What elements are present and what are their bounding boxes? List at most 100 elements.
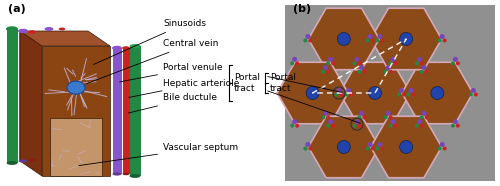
Ellipse shape xyxy=(58,28,66,31)
Circle shape xyxy=(388,70,392,74)
Circle shape xyxy=(331,61,335,65)
Circle shape xyxy=(399,88,404,93)
Ellipse shape xyxy=(28,30,36,34)
Bar xyxy=(285,5,495,181)
Circle shape xyxy=(451,61,455,65)
Circle shape xyxy=(440,142,444,147)
Circle shape xyxy=(362,70,366,74)
Circle shape xyxy=(442,147,446,150)
Circle shape xyxy=(380,147,384,150)
Circle shape xyxy=(334,92,338,97)
Circle shape xyxy=(384,115,388,119)
Circle shape xyxy=(376,147,380,150)
Circle shape xyxy=(456,124,460,128)
Bar xyxy=(112,48,122,174)
Ellipse shape xyxy=(122,46,130,50)
Circle shape xyxy=(388,124,392,128)
Circle shape xyxy=(331,124,335,128)
Circle shape xyxy=(400,33,412,46)
Circle shape xyxy=(420,115,424,119)
Circle shape xyxy=(471,88,476,93)
Circle shape xyxy=(368,86,382,100)
Circle shape xyxy=(394,61,398,65)
Ellipse shape xyxy=(67,81,85,94)
Circle shape xyxy=(415,124,419,128)
Circle shape xyxy=(415,61,419,65)
Circle shape xyxy=(358,61,362,65)
Polygon shape xyxy=(308,8,380,70)
Circle shape xyxy=(352,124,356,128)
Ellipse shape xyxy=(28,159,35,161)
Circle shape xyxy=(326,115,330,119)
Circle shape xyxy=(324,65,328,70)
Circle shape xyxy=(362,115,366,119)
Circle shape xyxy=(424,70,428,74)
Circle shape xyxy=(324,111,328,116)
Ellipse shape xyxy=(130,174,140,178)
Circle shape xyxy=(360,65,364,70)
Circle shape xyxy=(366,39,370,42)
Circle shape xyxy=(340,92,344,97)
Text: Bile ductule: Bile ductule xyxy=(128,94,217,113)
Bar xyxy=(18,31,28,161)
Circle shape xyxy=(469,92,473,97)
Polygon shape xyxy=(370,116,442,178)
Circle shape xyxy=(390,119,396,124)
Text: Hepatic arteriole: Hepatic arteriole xyxy=(128,78,240,97)
Ellipse shape xyxy=(112,172,122,176)
Circle shape xyxy=(417,57,422,62)
Circle shape xyxy=(402,92,406,97)
Ellipse shape xyxy=(44,27,54,31)
Circle shape xyxy=(438,147,442,150)
Bar xyxy=(42,46,110,176)
Circle shape xyxy=(422,111,426,116)
Ellipse shape xyxy=(18,29,28,33)
Circle shape xyxy=(453,57,458,62)
Circle shape xyxy=(292,119,297,124)
Text: Portal
tract: Portal tract xyxy=(234,73,260,93)
Text: Vascular septum: Vascular septum xyxy=(78,144,238,166)
Polygon shape xyxy=(370,8,442,70)
Circle shape xyxy=(338,140,350,153)
Circle shape xyxy=(326,61,330,65)
Circle shape xyxy=(370,39,374,42)
Polygon shape xyxy=(340,62,410,124)
Circle shape xyxy=(420,61,424,65)
Ellipse shape xyxy=(28,31,35,33)
Circle shape xyxy=(326,70,330,74)
Circle shape xyxy=(400,140,412,153)
Circle shape xyxy=(290,61,294,65)
Circle shape xyxy=(368,142,372,147)
Circle shape xyxy=(358,70,362,74)
Circle shape xyxy=(328,57,333,62)
Circle shape xyxy=(304,39,308,42)
Ellipse shape xyxy=(6,161,18,165)
Bar xyxy=(50,118,102,176)
Circle shape xyxy=(306,86,319,100)
Polygon shape xyxy=(20,31,110,46)
Circle shape xyxy=(308,147,312,150)
Ellipse shape xyxy=(18,29,28,33)
Circle shape xyxy=(420,124,424,128)
Ellipse shape xyxy=(18,159,28,163)
Polygon shape xyxy=(277,62,348,124)
Text: Central vein: Central vein xyxy=(86,39,218,84)
Circle shape xyxy=(440,34,444,39)
Circle shape xyxy=(408,88,414,93)
Circle shape xyxy=(295,61,299,65)
Circle shape xyxy=(358,124,362,128)
Circle shape xyxy=(338,33,350,46)
Circle shape xyxy=(394,124,398,128)
Circle shape xyxy=(451,124,455,128)
Circle shape xyxy=(344,92,348,97)
Circle shape xyxy=(322,115,326,119)
Circle shape xyxy=(424,115,428,119)
Circle shape xyxy=(378,142,382,147)
Circle shape xyxy=(453,119,458,124)
Circle shape xyxy=(304,147,308,150)
Circle shape xyxy=(336,88,342,93)
Bar xyxy=(130,46,140,176)
Circle shape xyxy=(306,142,310,147)
Circle shape xyxy=(322,70,326,74)
Text: Portal venule: Portal venule xyxy=(120,63,222,82)
